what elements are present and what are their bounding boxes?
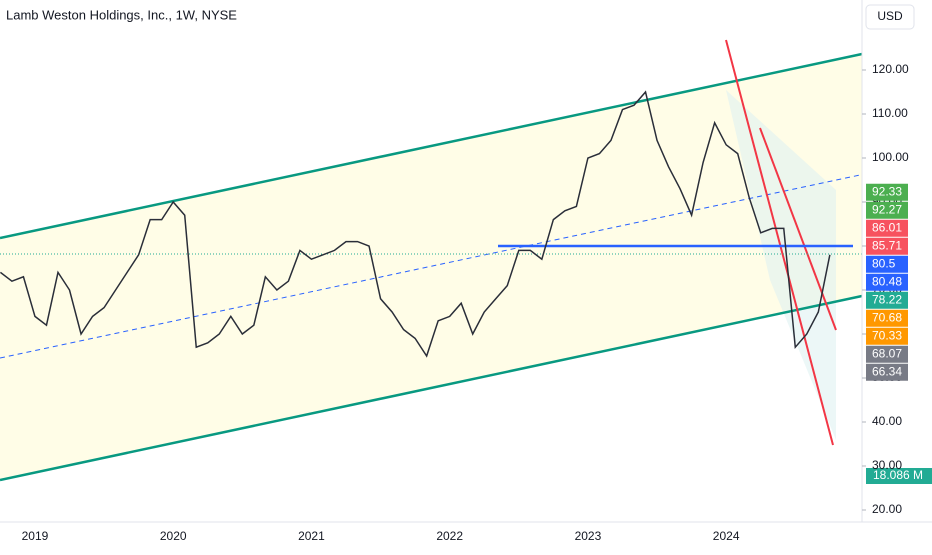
price-tag-label: 70.33 — [872, 328, 902, 342]
price-tag-label: 80.48 — [872, 274, 902, 288]
price-tag-label: 92.33 — [872, 184, 902, 198]
channel-lower — [0, 294, 863, 482]
channel-fill — [0, 54, 862, 480]
channel-upper — [0, 52, 863, 240]
price-tag — [866, 345, 908, 363]
x-tick-label: 2024 — [713, 529, 740, 543]
volume-label: 18.086 M — [873, 468, 923, 482]
trend-red — [759, 127, 837, 331]
x-tick-label: 2020 — [160, 529, 187, 543]
price-tag-label: 70.68 — [872, 310, 902, 324]
y-tick-label: 110.00 — [872, 106, 908, 120]
price-tag-label: 92.27 — [872, 202, 902, 216]
price-tag — [866, 237, 908, 255]
x-tick-label: 2019 — [22, 529, 49, 543]
price-tag — [866, 219, 908, 237]
price-line — [0, 90, 831, 358]
price-tag-label: 80.5 — [872, 256, 896, 270]
price-tag — [866, 255, 908, 273]
price-tag-label: 85.71 — [872, 238, 902, 252]
chart-title: Lamb Weston Holdings, Inc., 1W, NYSE — [6, 7, 237, 22]
y-tick-label: 100.00 — [872, 150, 909, 164]
price-tag-label: 66.34 — [872, 364, 902, 378]
mid-channel — [0, 174, 861, 359]
price-tag — [866, 363, 908, 381]
price-tag — [866, 291, 908, 309]
price-tag — [866, 183, 908, 201]
price-tag — [866, 201, 908, 219]
price-tag — [866, 309, 908, 327]
price-tag-label: 68.07 — [872, 346, 902, 360]
y-tick-label: 40.00 — [872, 414, 902, 428]
price-tag-label: 86.01 — [872, 220, 902, 234]
x-tick-label: 2023 — [575, 529, 602, 543]
price-tag-label: 78.22 — [872, 292, 902, 306]
y-tick-label: 20.00 — [872, 502, 902, 516]
price-tag — [866, 327, 908, 345]
y-tick-label: 30.00 — [872, 458, 902, 472]
currency[interactable]: USD — [877, 9, 903, 23]
x-tick-label: 2021 — [298, 529, 325, 543]
volume-tag — [866, 468, 932, 484]
trend-red — [725, 39, 834, 446]
price-tag — [866, 273, 908, 291]
y-tick-label: 120.00 — [872, 62, 909, 76]
x-tick-label: 2022 — [436, 529, 463, 543]
currency-button[interactable] — [865, 4, 915, 30]
